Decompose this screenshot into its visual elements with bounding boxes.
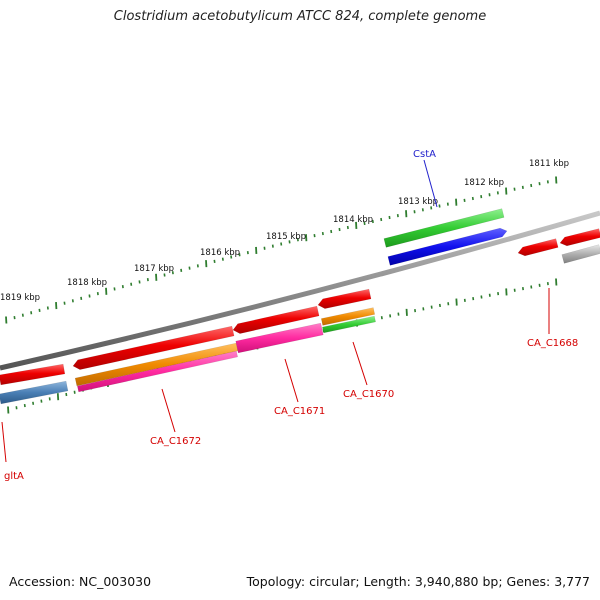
gene-red-ca-c1670 <box>317 288 372 309</box>
gene-label: CA_C1670 <box>343 389 394 400</box>
scale-label: 1814 kbp <box>333 215 373 225</box>
gene-green-ca-c1670 <box>322 315 376 334</box>
gene-grey-edge <box>561 244 600 264</box>
map-title: Clostridium acetobutylicum ATCC 824, com… <box>113 9 487 24</box>
topology-text: Topology: circular; Length: 3,940,880 bp… <box>246 574 590 589</box>
gene-red-ca-c1671 <box>232 305 320 334</box>
leader-line <box>423 159 438 208</box>
label-leader-lines <box>1 159 550 463</box>
scale-label: 1818 kbp <box>67 278 107 288</box>
gene-red-1811 <box>517 238 559 257</box>
chromosome-backbone <box>0 210 600 371</box>
gene-features <box>0 208 600 405</box>
scale-label: 1817 kbp <box>134 264 174 274</box>
gene-label: gltA <box>4 471 24 482</box>
gene-red-left <box>0 363 66 386</box>
scale-labels: 1811 kbp 1812 kbp 1813 kbp 1814 kbp 1815 kbp… <box>0 159 569 303</box>
gene-label: CstA <box>413 149 436 160</box>
gene-label: CA_C1671 <box>274 406 325 417</box>
scale-label: 1819 kbp <box>0 293 40 303</box>
gene-label: CA_C1672 <box>150 436 201 447</box>
gene-pink-ca-c1672 <box>77 350 238 393</box>
gene-cstA-green <box>383 208 505 248</box>
leader-line <box>1 421 7 463</box>
leader-line <box>161 388 176 433</box>
leader-line <box>284 358 299 403</box>
gene-labels: CstA CA_C1668 CA_C1670 CA_C1671 CA_C1672 gltA <box>4 149 578 482</box>
scale-label: 1816 kbp <box>200 248 240 258</box>
gene-red-ca-c1672 <box>72 325 235 370</box>
gene-gltA <box>0 380 69 405</box>
accession-text: Accession: NC_003030 <box>9 574 152 589</box>
scale-label: 1813 kbp <box>398 197 438 207</box>
gene-pink-ca-c1671 <box>235 322 324 354</box>
scale-label: 1815 kbp <box>266 232 306 242</box>
gene-red-edge <box>559 228 600 247</box>
outer-scale-ticks <box>5 176 558 324</box>
scale-label: 1811 kbp <box>529 159 569 169</box>
gene-orange-ca-c1670 <box>320 307 376 326</box>
scale-label: 1812 kbp <box>464 178 504 188</box>
gene-label: CA_C1668 <box>527 338 578 349</box>
gene-cstA-blue <box>387 227 508 266</box>
leader-line <box>352 341 368 386</box>
